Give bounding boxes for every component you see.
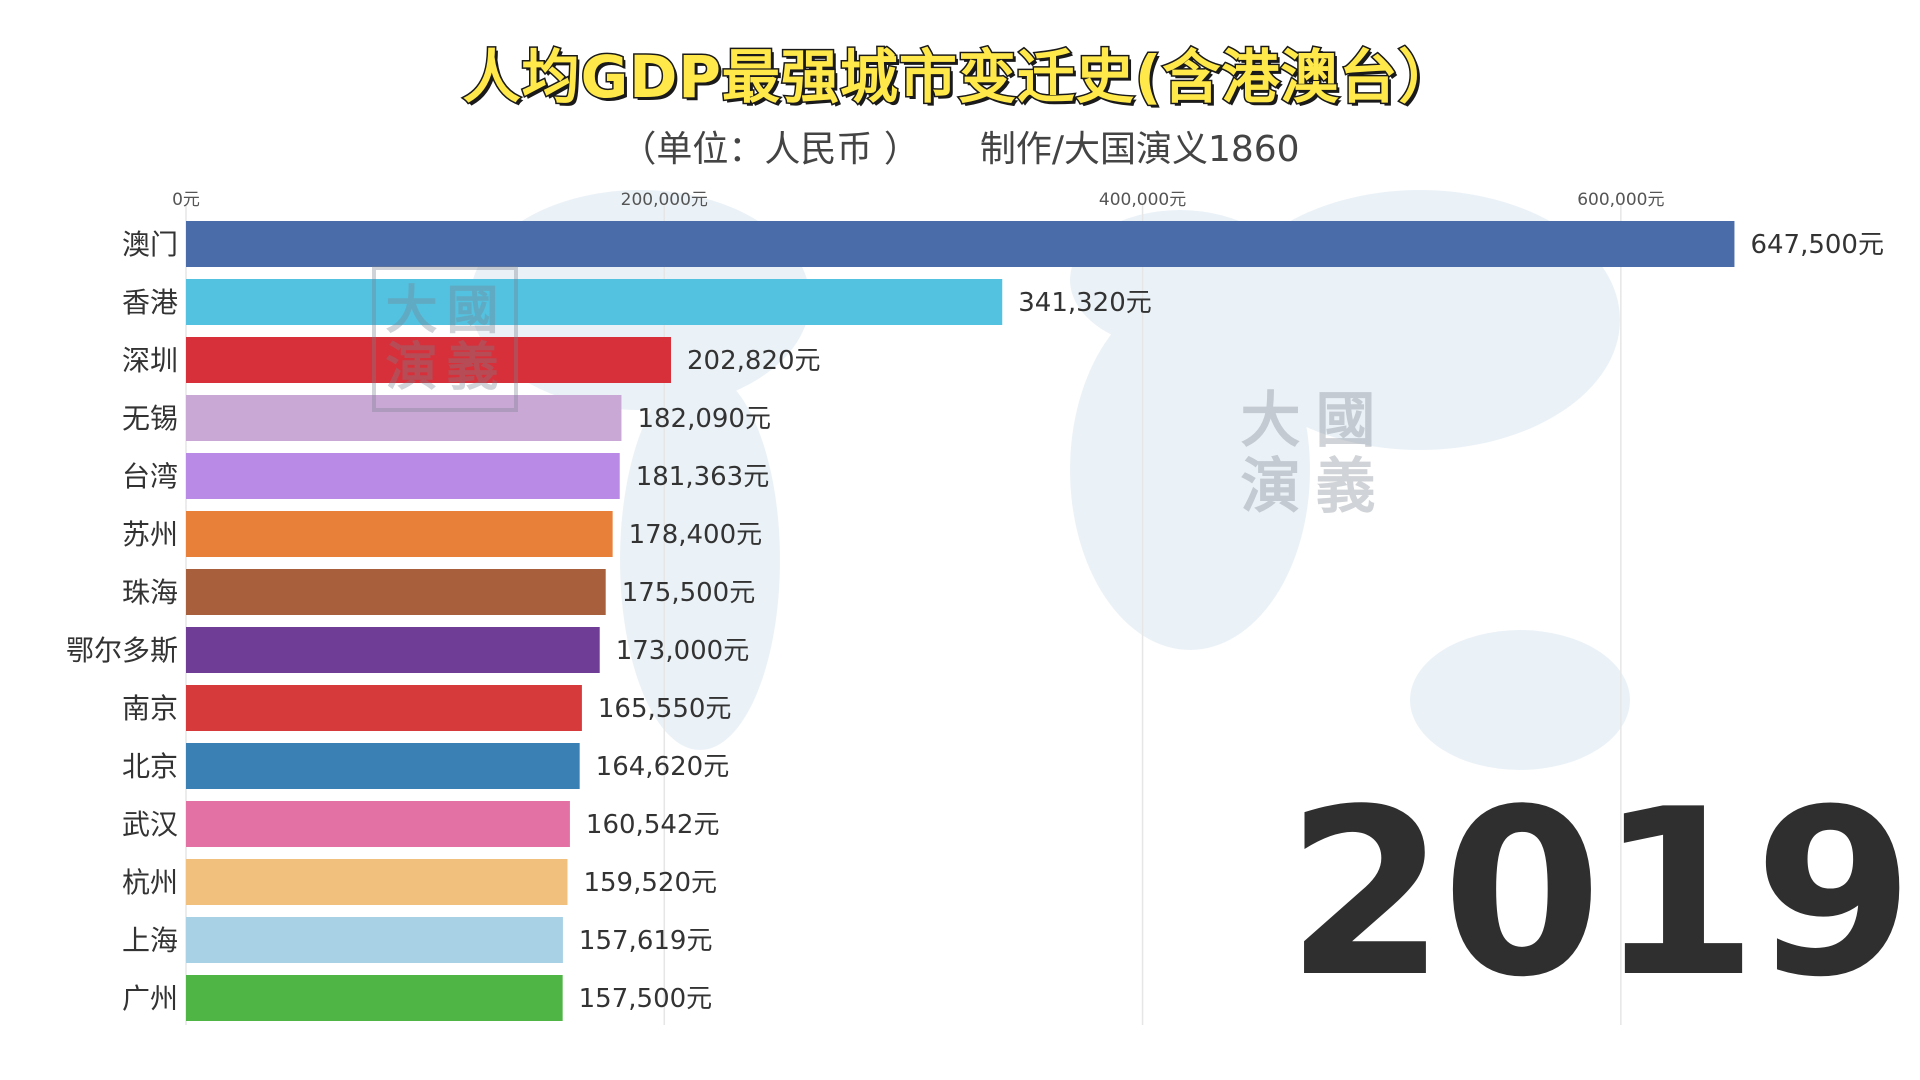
- bar: [186, 453, 620, 499]
- value-label: 160,542元: [586, 810, 720, 840]
- bar: [186, 743, 580, 789]
- watermark-char: 演: [385, 337, 444, 398]
- category-label: 上海: [122, 924, 178, 957]
- chart-title: 人均GDP最强城市变迁史(含港澳台）: [461, 42, 1458, 113]
- x-tick-label: 400,000元: [1099, 190, 1186, 210]
- x-axis-ticks: 0元 200,000元 400,000元 600,000元: [172, 190, 1664, 210]
- watermark-char: 大: [385, 279, 444, 341]
- category-label: 广州: [122, 982, 178, 1015]
- value-label: 202,820元: [687, 346, 821, 376]
- value-label: 647,500元: [1750, 230, 1884, 260]
- watermark-char: 國: [1315, 386, 1382, 456]
- bar: [186, 569, 606, 615]
- value-label: 178,400元: [629, 520, 763, 550]
- map-landmass-south-america: [620, 370, 780, 750]
- value-label: 175,500元: [622, 578, 756, 608]
- bar: [186, 975, 563, 1021]
- bar: [186, 859, 568, 905]
- map-landmass-australia: [1410, 630, 1630, 770]
- bar: [186, 395, 622, 441]
- value-label: 181,363元: [636, 462, 770, 492]
- category-label: 武汉: [122, 808, 178, 841]
- category-label: 苏州: [122, 518, 178, 551]
- value-label: 341,320元: [1018, 288, 1152, 318]
- category-label: 南京: [122, 692, 178, 725]
- value-label: 157,619元: [579, 926, 713, 956]
- year-label: 2019: [1285, 761, 1914, 1028]
- value-label: 157,500元: [579, 984, 713, 1014]
- watermark-char: 大: [1240, 386, 1307, 456]
- bar: [186, 337, 672, 383]
- category-label: 无锡: [122, 402, 178, 435]
- category-label: 杭州: [122, 866, 178, 899]
- bars: [186, 221, 1735, 1021]
- bar: [186, 685, 582, 731]
- category-label: 澳门: [122, 228, 178, 261]
- x-tick-label: 0元: [172, 190, 200, 210]
- bar: [186, 627, 600, 673]
- bar: [186, 279, 1003, 325]
- value-label: 182,090元: [637, 404, 771, 434]
- watermark-char: 演: [1240, 452, 1307, 522]
- x-tick-label: 200,000元: [621, 190, 708, 210]
- category-label: 鄂尔多斯: [66, 634, 178, 667]
- bar: [186, 917, 563, 963]
- x-tick-label: 600,000元: [1577, 190, 1664, 210]
- value-label: 165,550元: [598, 694, 732, 724]
- bar: [186, 801, 570, 847]
- category-label: 香港: [122, 286, 178, 319]
- value-label: 173,000元: [616, 636, 750, 666]
- unit-label: （单位：人民币 ）: [620, 129, 920, 170]
- watermark-char: 國: [446, 279, 505, 341]
- chart-subtitle: （单位：人民币 ） 制作/大国演义1860: [0, 120, 1920, 172]
- category-label: 台湾: [122, 460, 178, 493]
- bar: [186, 511, 613, 557]
- watermark-stamp-boxed: 大 國 演 義: [372, 266, 518, 412]
- watermark-stamp: 大 國 演 義: [1236, 388, 1386, 520]
- bar: [186, 221, 1735, 267]
- credit-label: 制作/大国演义1860: [979, 129, 1300, 170]
- value-label: 159,520元: [583, 868, 717, 898]
- category-label: 珠海: [122, 576, 178, 609]
- watermark-char: 義: [1315, 452, 1382, 522]
- value-labels: 647,500元 341,320元 202,820元 182,090元 181,363元…: [579, 230, 1884, 1014]
- watermark-char: 義: [446, 337, 505, 398]
- category-label: 深圳: [122, 344, 178, 377]
- category-label: 北京: [122, 750, 178, 783]
- value-label: 164,620元: [596, 752, 730, 782]
